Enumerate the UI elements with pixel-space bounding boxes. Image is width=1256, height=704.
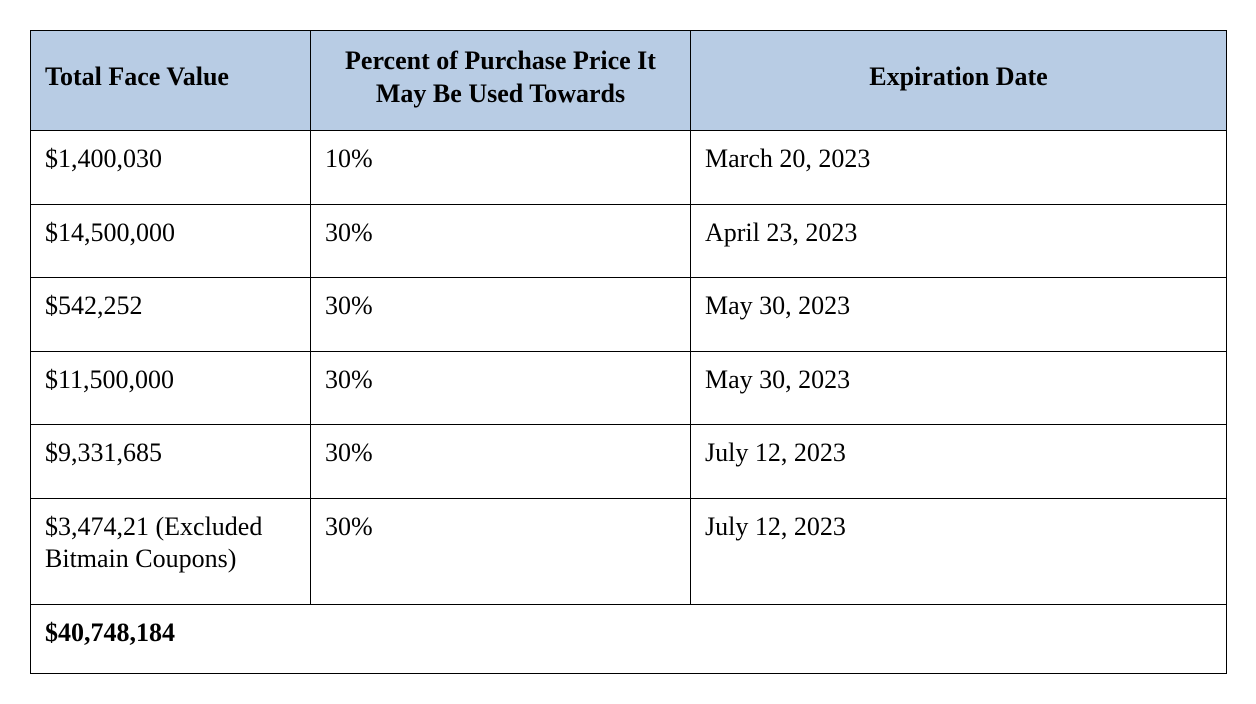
cell-percent: 30% (311, 498, 691, 604)
cell-total: $40,748,184 (31, 604, 1227, 674)
cell-expiration: July 12, 2023 (691, 425, 1227, 499)
cell-face-value: $11,500,000 (31, 351, 311, 425)
cell-expiration: April 23, 2023 (691, 204, 1227, 278)
col-header-face-value: Total Face Value (31, 31, 311, 131)
cell-expiration: May 30, 2023 (691, 278, 1227, 352)
cell-percent: 30% (311, 278, 691, 352)
cell-face-value: $14,500,000 (31, 204, 311, 278)
cell-face-value: $3,474,21 (Excluded Bitmain Coupons) (31, 498, 311, 604)
cell-expiration: July 12, 2023 (691, 498, 1227, 604)
table-row: $1,400,030 10% March 20, 2023 (31, 131, 1227, 205)
cell-percent: 30% (311, 351, 691, 425)
table-row: $542,252 30% May 30, 2023 (31, 278, 1227, 352)
cell-percent: 30% (311, 204, 691, 278)
cell-percent: 30% (311, 425, 691, 499)
table-row: $3,474,21 (Excluded Bitmain Coupons) 30%… (31, 498, 1227, 604)
table-total-row: $40,748,184 (31, 604, 1227, 674)
table-row: $11,500,000 30% May 30, 2023 (31, 351, 1227, 425)
cell-expiration: May 30, 2023 (691, 351, 1227, 425)
table-row: $9,331,685 30% July 12, 2023 (31, 425, 1227, 499)
cell-face-value: $542,252 (31, 278, 311, 352)
col-header-expiration: Expiration Date (691, 31, 1227, 131)
table-header-row: Total Face Value Percent of Purchase Pri… (31, 31, 1227, 131)
col-header-percent: Percent of Purchase Price It May Be Used… (311, 31, 691, 131)
cell-face-value: $9,331,685 (31, 425, 311, 499)
cell-percent: 10% (311, 131, 691, 205)
cell-face-value: $1,400,030 (31, 131, 311, 205)
cell-expiration: March 20, 2023 (691, 131, 1227, 205)
face-value-table: Total Face Value Percent of Purchase Pri… (30, 30, 1227, 674)
table-row: $14,500,000 30% April 23, 2023 (31, 204, 1227, 278)
